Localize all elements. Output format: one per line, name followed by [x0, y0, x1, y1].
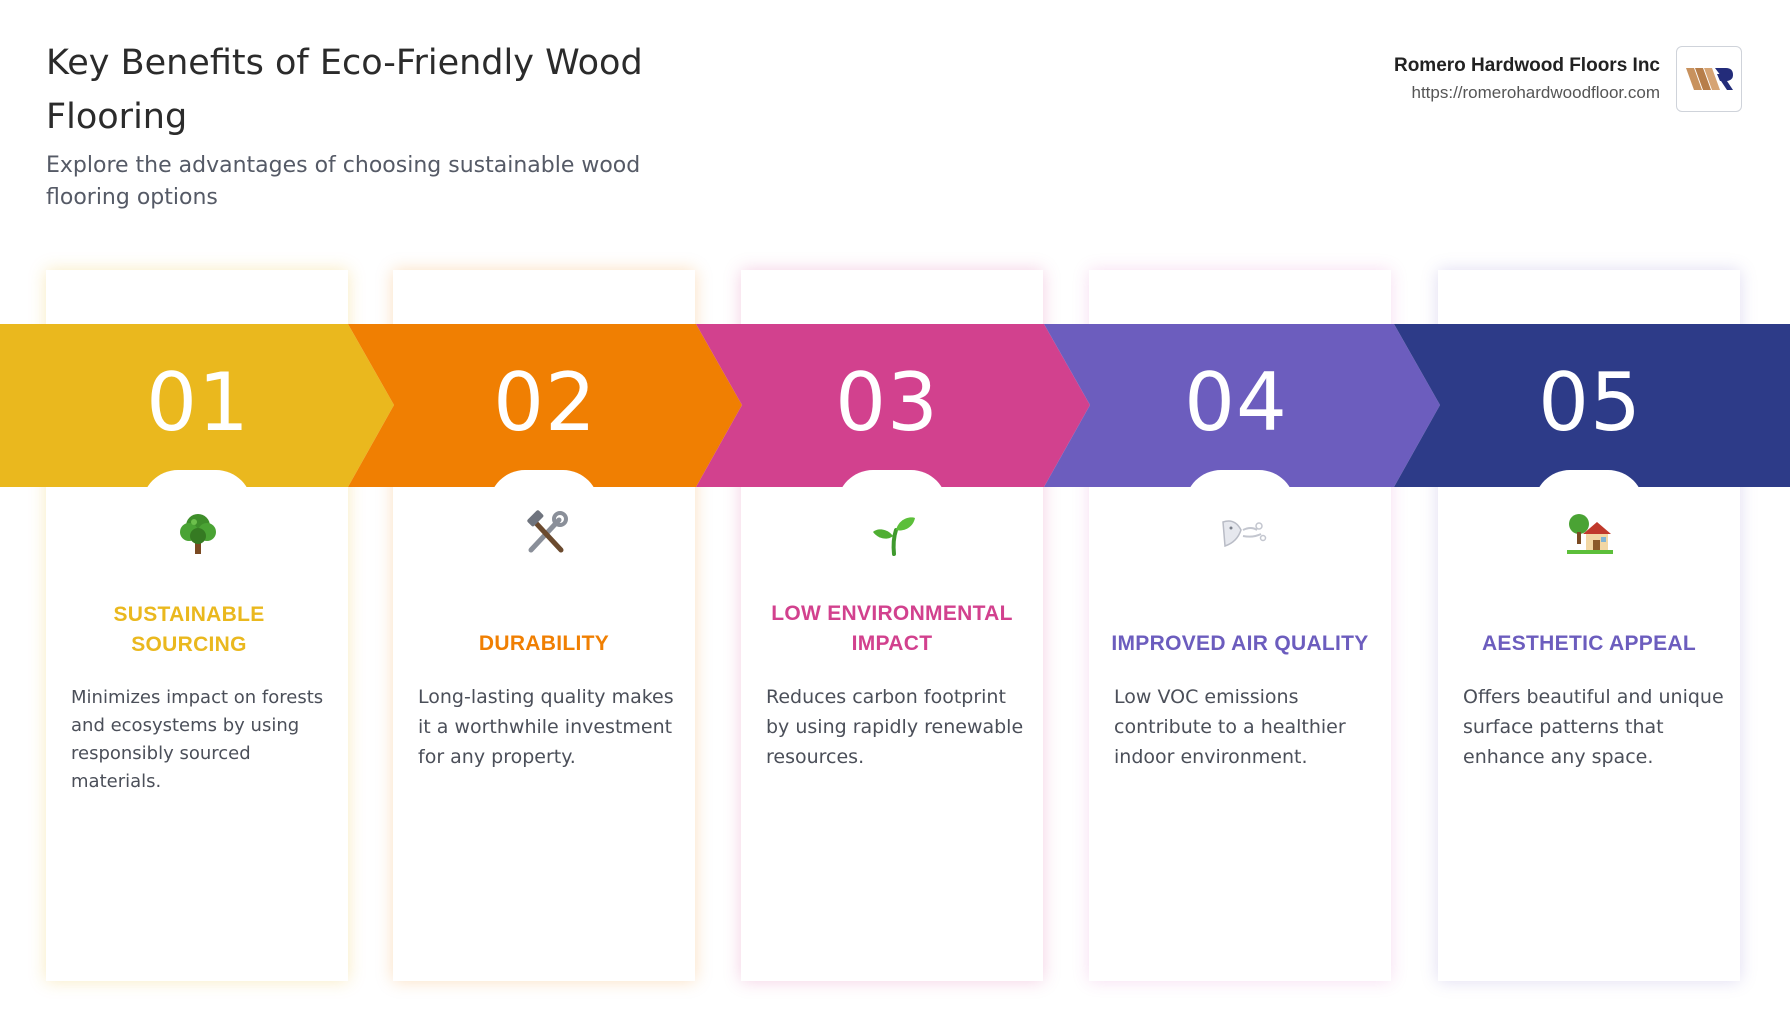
brand-url[interactable]: https://romerohardwoodfloor.com [1411, 83, 1660, 102]
tree-icon [168, 508, 228, 558]
icon-bump [142, 470, 252, 506]
chevron-segment-02 [348, 324, 742, 487]
benefit-title: IMPROVED AIR QUALITY [1111, 632, 1369, 655]
benefit-title: LOW ENVIRONMENTAL IMPACT [771, 602, 1013, 655]
benefit-description: Minimizes impact on forests and ecosyste… [71, 687, 324, 792]
chevron-segment-05 [1394, 324, 1790, 487]
tools-icon [516, 508, 576, 558]
step-number: 03 [835, 356, 939, 449]
step-number: 04 [1184, 356, 1288, 449]
benefit-description: Long-lasting quality makes it a worthwhi… [418, 686, 674, 768]
step-number: 02 [493, 356, 597, 449]
benefit-title: SUSTAINABLE SOURCING [113, 603, 265, 656]
benefit-description: Reduces carbon footprint by using rapidl… [766, 686, 1024, 768]
icon-bump [837, 470, 947, 506]
icon-bump [1534, 470, 1644, 506]
brand-name: Romero Hardwood Floors Inc [1393, 55, 1660, 76]
benefit-description: Offers beautiful and unique surface patt… [1463, 686, 1724, 768]
benefit-title: AESTHETIC APPEAL [1481, 632, 1697, 655]
step-number: 05 [1538, 356, 1642, 449]
brand-block: Romero Hardwood Floors Inc https://romer… [1394, 46, 1742, 112]
page-title: Key Benefits of Eco-Friendly Wood Floori… [46, 43, 643, 137]
chevron-segment-03 [696, 324, 1090, 487]
benefit-title: DURABILITY [478, 632, 610, 655]
brand-logo [1676, 46, 1742, 112]
icon-bump [1185, 470, 1295, 506]
chevron-segment-01 [0, 324, 394, 487]
step-number: 01 [146, 356, 250, 449]
icon-bump [489, 470, 599, 506]
chevron-segment-04 [1044, 324, 1440, 487]
page-subtitle: Explore the advantages of choosing susta… [46, 153, 641, 210]
wind-face-icon [1212, 508, 1272, 558]
seedling-icon [864, 508, 924, 558]
house-garden-icon [1560, 508, 1620, 558]
benefit-description: Low VOC emissions contribute to a health… [1114, 686, 1346, 768]
